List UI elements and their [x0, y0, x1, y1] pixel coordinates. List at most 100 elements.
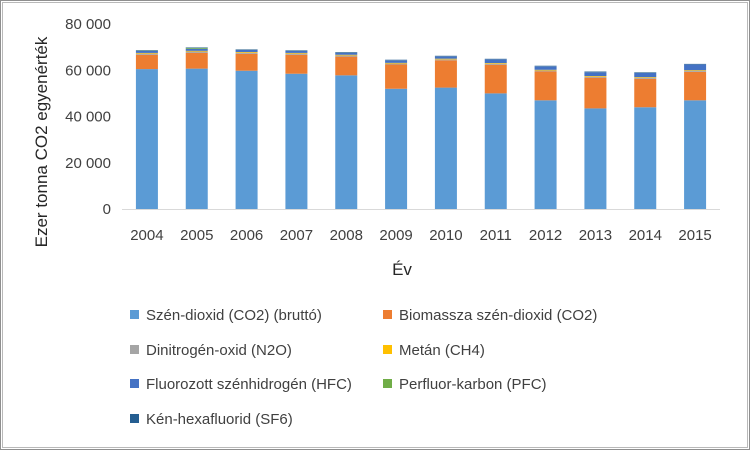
x-tick-label: 2013 [579, 227, 612, 244]
bar-segment [235, 49, 258, 52]
y-axis-ticks: 0 20 000 40 000 60 000 80 000 [65, 16, 111, 218]
bar-segment [285, 53, 308, 55]
bar-segment [135, 52, 158, 54]
x-tick-label: 2010 [429, 227, 462, 244]
x-tick-label: 2015 [678, 227, 711, 244]
bar-segment [285, 50, 308, 53]
bar-segment [185, 52, 208, 69]
bar-segment [584, 108, 607, 209]
bar-segment [484, 59, 507, 64]
bar-segment [285, 73, 308, 209]
legend-swatch [383, 379, 392, 388]
bar-segment [434, 87, 457, 209]
bar-segment [634, 77, 657, 79]
y-tick-label: 20 000 [65, 155, 111, 172]
legend-swatch [383, 310, 392, 319]
legend-label: Fluorozott szénhidrogén (HFC) [146, 376, 352, 393]
bar-segment [235, 70, 258, 210]
y-tick-label: 60 000 [65, 62, 111, 79]
bar-segment [185, 51, 208, 53]
bar-segment [684, 70, 707, 71]
bar-segment [534, 70, 557, 72]
legend-label: Szén-dioxid (CO2) (bruttó) [146, 307, 322, 324]
y-tick-label: 0 [103, 201, 111, 218]
bar-segment [684, 100, 707, 209]
bar-segment [285, 54, 308, 74]
bar-segment [285, 52, 308, 54]
bar-segment [684, 70, 707, 72]
bar-segment [534, 69, 557, 71]
x-axis-ticks: 2004 2005 2006 2007 2008 2009 2010 2011 2012 2013… [130, 227, 712, 244]
bar-segment [335, 56, 358, 76]
bar-segment [534, 71, 557, 101]
x-tick-label: 2014 [629, 227, 662, 244]
bar-segment [385, 88, 408, 209]
bar-segment [385, 63, 408, 65]
bar-segment [584, 72, 607, 77]
bar-segment [135, 50, 158, 53]
bar-segment [534, 66, 557, 70]
bar-segment [684, 71, 707, 101]
bar-segment [434, 59, 457, 61]
bar-segment [335, 54, 358, 56]
bar-segment [385, 62, 408, 64]
bar-segment [235, 51, 258, 53]
bar-segment [484, 93, 507, 209]
y-tick-label: 80 000 [65, 16, 111, 33]
x-tick-label: 2006 [230, 227, 263, 244]
bar-segment [484, 63, 507, 64]
bar-segment [684, 64, 707, 71]
bar-segment [335, 55, 358, 57]
bar-segment [634, 78, 657, 108]
legend-label: Perfluor-karbon (PFC) [399, 376, 547, 393]
bar-segment [434, 58, 457, 60]
bar-segment [385, 64, 408, 89]
bar-segment [135, 53, 158, 55]
bar-segment [235, 52, 258, 54]
bar-segment [484, 63, 507, 65]
bar-segment [335, 75, 358, 210]
x-tick-label: 2008 [330, 227, 363, 244]
bar-segment [185, 47, 208, 49]
y-axis-title: Ezer tonna CO2 egyenérték [32, 36, 51, 247]
legend-swatch [130, 310, 139, 319]
bar-segment [434, 56, 457, 59]
legend-label: Metán (CH4) [399, 342, 485, 359]
bar-segment [135, 69, 158, 209]
bar-segment [484, 64, 507, 94]
legend: Szén-dioxid (CO2) (bruttó) Biomassza szén… [130, 307, 597, 428]
bar-segment [185, 68, 208, 209]
legend-swatch [383, 345, 392, 354]
legend-label: Kén-hexafluorid (SF6) [146, 411, 293, 428]
chart-inner-frame [2, 2, 748, 448]
bar-segment [584, 76, 607, 78]
legend-swatch [130, 345, 139, 354]
bars [135, 47, 707, 210]
bar-segment [434, 60, 457, 88]
bar-segment [584, 76, 607, 77]
x-tick-label: 2011 [480, 227, 512, 244]
bar-segment [634, 77, 657, 78]
y-tick-label: 40 000 [65, 109, 111, 126]
x-tick-label: 2012 [529, 227, 562, 244]
bar-segment [584, 77, 607, 109]
bar-segment [185, 50, 208, 52]
x-tick-label: 2005 [180, 227, 213, 244]
legend-label: Biomassza szén-dioxid (CO2) [399, 307, 597, 324]
x-tick-label: 2009 [379, 227, 412, 244]
x-tick-label: 2007 [280, 227, 313, 244]
legend-swatch [130, 379, 139, 388]
bar-segment [634, 107, 657, 209]
bar-segment [385, 60, 408, 63]
bar-segment [335, 52, 358, 55]
x-axis-title: Év [392, 260, 412, 279]
bar-segment [185, 48, 208, 51]
bar-segment [135, 54, 158, 70]
bar-segment [235, 53, 258, 71]
bar-segment [634, 72, 657, 78]
legend-swatch [130, 414, 139, 423]
legend-label: Dinitrogén-oxid (N2O) [146, 342, 292, 359]
x-tick-label: 2004 [130, 227, 163, 244]
